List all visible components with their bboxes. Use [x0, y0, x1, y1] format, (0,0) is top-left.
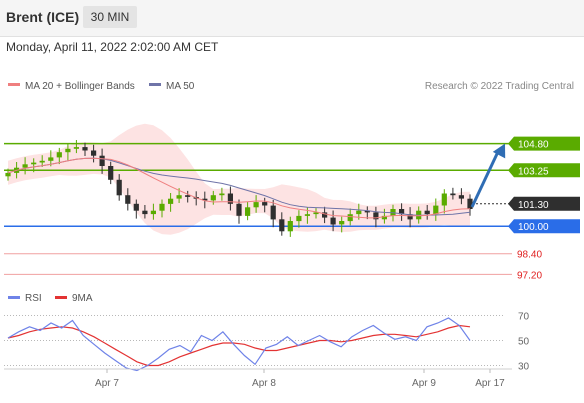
x-tick-label: Apr 7: [95, 378, 119, 389]
candle-body: [347, 214, 353, 222]
candle-body: [373, 212, 379, 220]
research-credit: Research © 2022 Trading Central: [425, 81, 574, 92]
candle-body: [313, 212, 319, 215]
candle-body: [48, 157, 54, 161]
candle-body: [99, 155, 105, 166]
bollinger-band: [8, 123, 470, 235]
support-label-97-20: 97.20: [517, 270, 542, 281]
candle-body: [56, 152, 62, 158]
candle-body: [91, 150, 97, 156]
candle-body: [296, 215, 302, 222]
candle-body: [356, 210, 362, 215]
candle-body: [458, 195, 464, 199]
timeframe-button[interactable]: 30 MIN: [83, 6, 137, 28]
candle-body: [168, 198, 174, 204]
rsi-legend-swatch: [8, 296, 20, 299]
level-tag-103-25: [508, 163, 580, 178]
rsi-tick-70: 70: [518, 312, 530, 323]
candle-body: [253, 202, 259, 208]
candle-body: [73, 147, 79, 149]
support-label-98-40: 98.40: [517, 250, 542, 261]
candle-body: [441, 193, 447, 206]
candle-body: [159, 203, 165, 211]
candle-body: [22, 164, 28, 168]
candle-body: [424, 210, 430, 215]
ma20-line: [7, 157, 471, 219]
candle-body: [202, 198, 208, 201]
candle-body: [227, 193, 233, 204]
ma20-legend-swatch: [8, 83, 20, 86]
candle-body: [236, 203, 242, 216]
candle-body: [150, 210, 156, 215]
candle-body: [210, 195, 216, 201]
candle-body: [31, 162, 37, 165]
candle-body: [133, 203, 139, 211]
candle-body: [185, 195, 191, 197]
rsi-tick-30: 30: [518, 362, 530, 373]
level-tag-label-103-25: 103.25: [518, 166, 549, 177]
price-level-tags: 104.80 103.25 101.30 100.00 98.40 97.20: [508, 136, 580, 281]
rsi-plot: 70 50 30: [4, 312, 530, 373]
x-tick-label: Apr 8: [252, 378, 276, 389]
level-tag-label-100-00: 100.00: [518, 222, 549, 233]
level-tag-104-80: [508, 136, 580, 151]
level-tag-label-104-80: 104.80: [518, 140, 549, 151]
candle-body: [125, 195, 131, 204]
candle-body: [219, 193, 225, 196]
candle-body: [65, 148, 71, 153]
candle-body: [450, 193, 456, 196]
candle-body: [407, 214, 413, 220]
candle-body: [287, 221, 293, 232]
candle-body: [39, 160, 45, 163]
candle-body: [467, 198, 473, 209]
price-plot: [4, 123, 512, 275]
instrument-title: Brent (ICE): [6, 9, 80, 25]
x-tick-label: Apr 9: [412, 378, 436, 389]
candle-body: [82, 147, 88, 151]
candle-body: [322, 212, 328, 218]
rsi-ma-line: [7, 324, 471, 367]
rsi-line: [7, 317, 471, 372]
candle-body: [364, 210, 370, 213]
candle-body: [339, 221, 345, 225]
candle-body: [142, 210, 148, 215]
candle-body: [262, 202, 268, 206]
candle-body: [116, 179, 122, 196]
candle-body: [433, 205, 439, 215]
candle-body: [270, 205, 276, 220]
rsi-ma-legend-label: 9MA: [72, 293, 93, 304]
candle-body: [245, 207, 251, 216]
candle-body: [5, 172, 11, 177]
top-bar: Brent (ICE) 30 MIN: [0, 0, 584, 37]
rsi-ma-legend-swatch: [55, 296, 67, 299]
rsi-legend-label: RSI: [25, 293, 42, 304]
forecast-arrow-shaft: [470, 148, 501, 208]
level-tag-label-101-30: 101.30: [518, 200, 549, 211]
candle-body: [304, 214, 310, 216]
ma50-legend-label: MA 50: [166, 81, 195, 92]
ma50-legend-swatch: [149, 83, 161, 86]
forecast-arrow-head: [492, 143, 506, 159]
rsi-tick-50: 50: [518, 337, 530, 348]
x-tick-label: Apr 17: [475, 378, 505, 389]
chart-datetime: Monday, April 11, 2022 2:02:00 AM CET: [6, 40, 219, 54]
level-tag-100-00: [508, 219, 580, 234]
candle-body: [176, 195, 182, 199]
ma20-legend-label: MA 20 + Bollinger Bands: [25, 81, 135, 92]
x-axis: Apr 7 Apr 8 Apr 9 Apr 17: [95, 369, 505, 389]
level-tag-101-30: [508, 196, 580, 211]
candle-body: [330, 217, 336, 225]
candle-body: [279, 219, 285, 232]
candle-body: [108, 166, 114, 180]
candle-body: [399, 209, 405, 215]
candle-body: [381, 215, 387, 220]
